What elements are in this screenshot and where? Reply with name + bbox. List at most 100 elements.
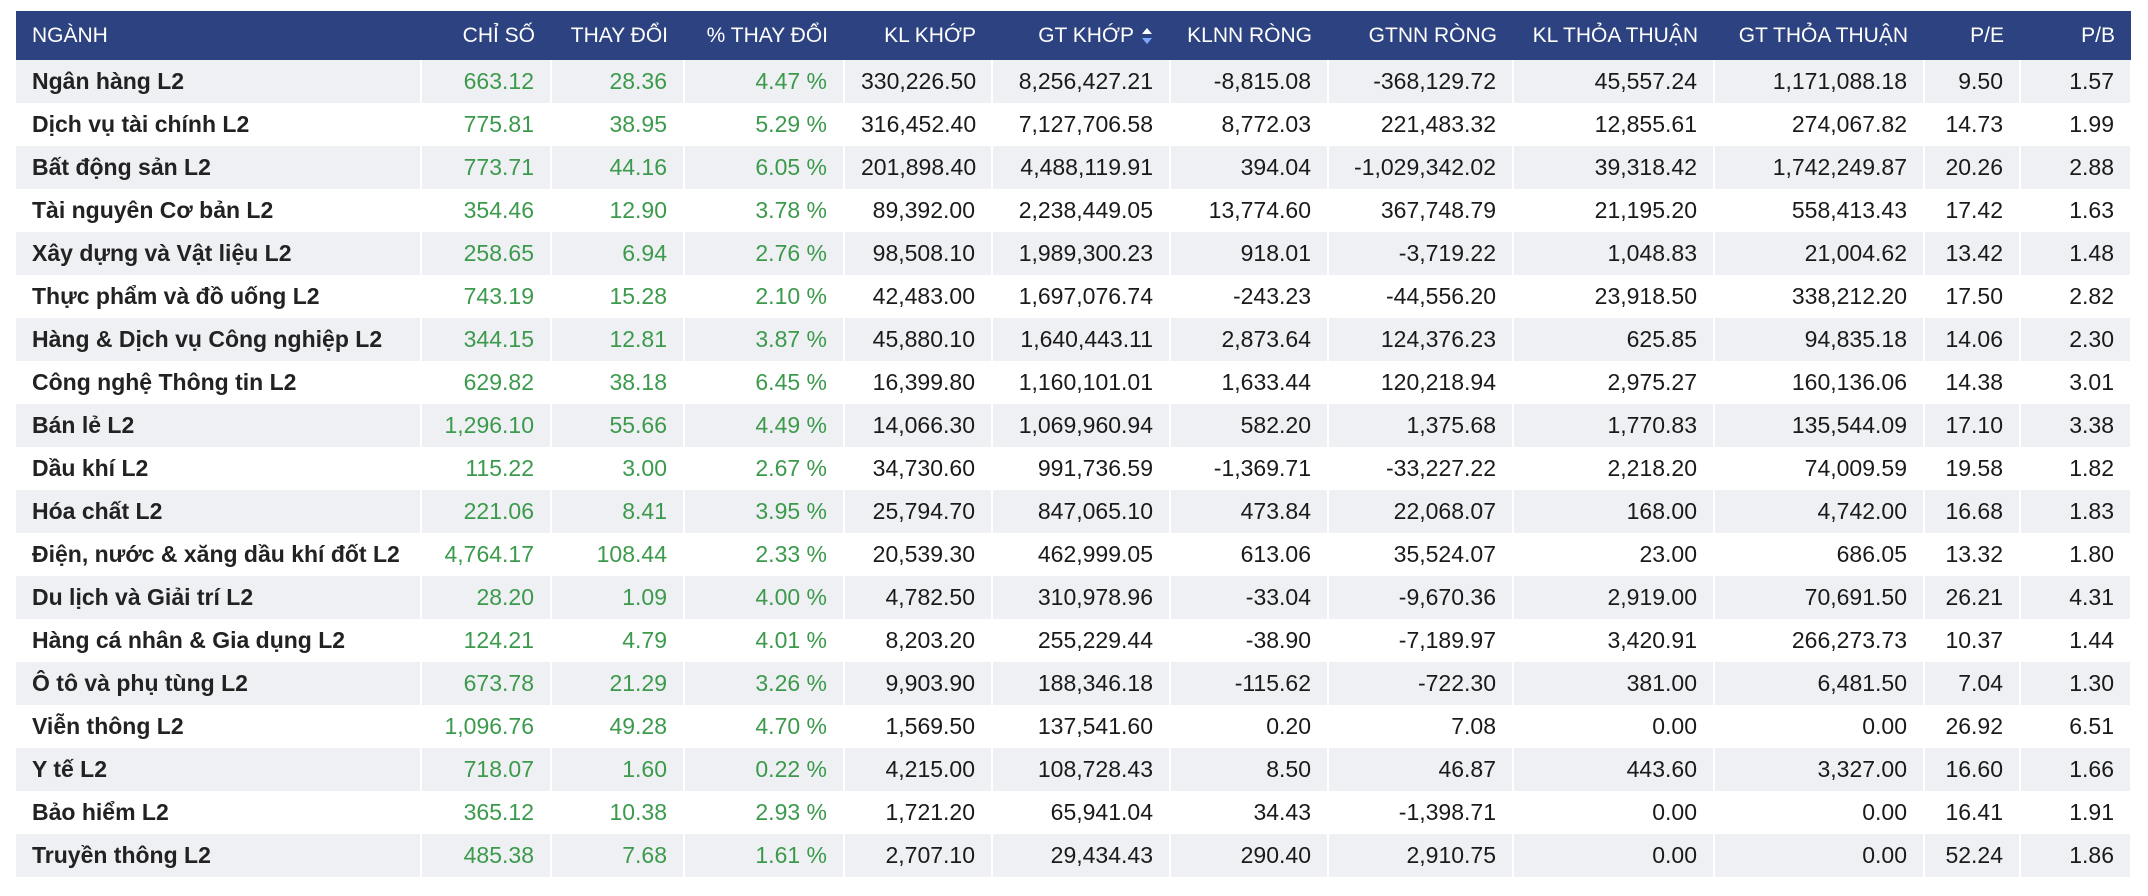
- header-text[interactable]: KL KHỚP: [884, 23, 976, 47]
- cell: 17.10: [1924, 404, 2021, 447]
- table-row[interactable]: Thực phẩm và đồ uống L2 743.19 15.28 2.10 %…: [16, 275, 2132, 318]
- column-header[interactable]: GTNN RÒNG: [1328, 11, 1513, 60]
- industry-table: NGÀNH CHỈ SỐ THAY ĐỔI % THAY ĐỔI KL KHỚP GT K…: [16, 11, 2132, 877]
- cell: -243.23: [1170, 275, 1329, 318]
- cell: 686.05: [1714, 533, 1925, 576]
- column-header[interactable]: P/E: [1924, 11, 2020, 60]
- cell: 1,171,088.18: [1714, 60, 1925, 103]
- cell: 9,903.90: [844, 662, 993, 705]
- cell: 21,004.62: [1714, 232, 1925, 275]
- cell: 1.60: [551, 748, 685, 791]
- cell: 6.45 %: [684, 361, 845, 404]
- table-row[interactable]: Dầu khí L2 115.22 3.00 2.67 % 34,730.60 991,7…: [16, 447, 2132, 490]
- table-row[interactable]: Công nghệ Thông tin L2 629.82 38.18 6.45 % 1…: [16, 361, 2132, 404]
- table-row[interactable]: Hóa chất L2 221.06 8.41 3.95 % 25,794.70 847,…: [16, 490, 2132, 533]
- column-header[interactable]: GT KHỚP: [992, 11, 1170, 60]
- column-header[interactable]: KL KHỚP: [844, 11, 992, 60]
- cell: 718.07: [421, 748, 552, 791]
- cell: 6.05 %: [684, 146, 845, 189]
- industry-name: Du lịch và Giải trí L2: [16, 576, 422, 619]
- cell: 45,557.24: [1513, 60, 1715, 103]
- header-text[interactable]: GT THỎA THUẬN: [1738, 23, 1908, 47]
- industry-name: Xây dựng và Vật liệu L2: [16, 232, 422, 275]
- cell: -722.30: [1328, 662, 1514, 705]
- table-row[interactable]: Bất động sản L2 773.71 44.16 6.05 % 201,898.…: [16, 146, 2132, 189]
- header-text[interactable]: GT KHỚP: [1038, 23, 1134, 47]
- cell: 4.79: [551, 619, 685, 662]
- table-row[interactable]: Điện, nước & xăng dầu khí đốt L2 4,764.17…: [16, 533, 2132, 576]
- table-row[interactable]: Hàng cá nhân & Gia dụng L2 124.21 4.79 4.01…: [16, 619, 2132, 662]
- cell: -1,029,342.02: [1328, 146, 1514, 189]
- header-text[interactable]: THAY ĐỔI: [570, 23, 668, 47]
- sort-icon[interactable]: [1140, 26, 1154, 46]
- cell: 1,633.44: [1170, 361, 1329, 404]
- cell: 160,136.06: [1714, 361, 1925, 404]
- cell: 443.60: [1513, 748, 1715, 791]
- cell: 1.91: [2020, 791, 2132, 834]
- cell: 673.78: [421, 662, 552, 705]
- column-header[interactable]: GT THỎA THUẬN: [1714, 11, 1924, 60]
- column-header[interactable]: KL THỎA THUẬN: [1513, 11, 1714, 60]
- cell: 13.32: [1924, 533, 2021, 576]
- table-row[interactable]: Xây dựng và Vật liệu L2 258.65 6.94 2.76 % 9…: [16, 232, 2132, 275]
- table-row[interactable]: Viễn thông L2 1,096.76 49.28 4.70 % 1,569.50…: [16, 705, 2132, 748]
- cell: 70,691.50: [1714, 576, 1925, 619]
- industry-name: Hàng cá nhân & Gia dụng L2: [16, 619, 422, 662]
- cell: 0.00: [1513, 834, 1715, 877]
- header-text[interactable]: P/B: [2081, 23, 2115, 47]
- cell: -1,398.71: [1328, 791, 1514, 834]
- header-text[interactable]: P/E: [1970, 23, 2004, 47]
- cell: 94,835.18: [1714, 318, 1925, 361]
- table-row[interactable]: Tài nguyên Cơ bản L2 354.46 12.90 3.78 % 89,…: [16, 189, 2132, 232]
- column-header[interactable]: KLNN RÒNG: [1170, 11, 1328, 60]
- table-row[interactable]: Du lịch và Giải trí L2 28.20 1.09 4.00 % 4,7…: [16, 576, 2132, 619]
- header-text[interactable]: NGÀNH: [32, 23, 108, 47]
- cell: 0.00: [1714, 834, 1925, 877]
- column-header[interactable]: % THAY ĐỔI: [684, 11, 844, 60]
- cell: 108,728.43: [992, 748, 1171, 791]
- table-row[interactable]: Bán lẻ L2 1,296.10 55.66 4.49 % 14,066.30 1,0…: [16, 404, 2132, 447]
- table-row[interactable]: Truyền thông L2 485.38 7.68 1.61 % 2,707.10 2…: [16, 834, 2132, 877]
- cell: 2,238,449.05: [992, 189, 1171, 232]
- cell: 1,096.76: [421, 705, 552, 748]
- cell: 16.60: [1924, 748, 2021, 791]
- header-text[interactable]: % THAY ĐỔI: [706, 23, 828, 47]
- table-row[interactable]: Y tế L2 718.07 1.60 0.22 % 4,215.00 108,728.4…: [16, 748, 2132, 791]
- column-header[interactable]: P/B: [2020, 11, 2131, 60]
- table-row[interactable]: Dịch vụ tài chính L2 775.81 38.95 5.29 % 316…: [16, 103, 2132, 146]
- cell: 12.90: [551, 189, 685, 232]
- cell: 1.30: [2020, 662, 2132, 705]
- cell: 17.42: [1924, 189, 2021, 232]
- cell: 4.00 %: [684, 576, 845, 619]
- table-row[interactable]: Ngân hàng L2 663.12 28.36 4.47 % 330,226.50 8…: [16, 60, 2132, 103]
- column-header[interactable]: THAY ĐỔI: [551, 11, 684, 60]
- cell: 44.16: [551, 146, 685, 189]
- cell: 0.00: [1714, 791, 1925, 834]
- cell: 1.09: [551, 576, 685, 619]
- cell: 4,488,119.91: [992, 146, 1171, 189]
- cell: 52.24: [1924, 834, 2021, 877]
- table-row[interactable]: Hàng & Dịch vụ Công nghiệp L2 344.15 12.81…: [16, 318, 2132, 361]
- column-header[interactable]: CHỈ SỐ: [421, 11, 551, 60]
- cell: 3.00: [551, 447, 685, 490]
- cell: 1.83: [2020, 490, 2132, 533]
- cell: -9,670.36: [1328, 576, 1514, 619]
- cell: 6,481.50: [1714, 662, 1925, 705]
- cell: 266,273.73: [1714, 619, 1925, 662]
- industry-name: Hàng & Dịch vụ Công nghiệp L2: [16, 318, 422, 361]
- cell: 775.81: [421, 103, 552, 146]
- table-row[interactable]: Ô tô và phụ tùng L2 673.78 21.29 3.26 % 9,90…: [16, 662, 2132, 705]
- cell: 1,160,101.01: [992, 361, 1171, 404]
- column-header[interactable]: NGÀNH: [16, 11, 421, 60]
- header-text[interactable]: KL THỎA THUẬN: [1532, 23, 1698, 47]
- cell: 2,910.75: [1328, 834, 1514, 877]
- cell: 5.29 %: [684, 103, 845, 146]
- cell: 13.42: [1924, 232, 2021, 275]
- header-text[interactable]: CHỈ SỐ: [462, 23, 535, 47]
- cell: 10.37: [1924, 619, 2021, 662]
- header-text[interactable]: GTNN RÒNG: [1368, 23, 1497, 47]
- header-text[interactable]: KLNN RÒNG: [1187, 23, 1312, 47]
- cell: 120,218.94: [1328, 361, 1514, 404]
- table-row[interactable]: Bảo hiểm L2 365.12 10.38 2.93 % 1,721.20 65,9…: [16, 791, 2132, 834]
- cell: 2,218.20: [1513, 447, 1715, 490]
